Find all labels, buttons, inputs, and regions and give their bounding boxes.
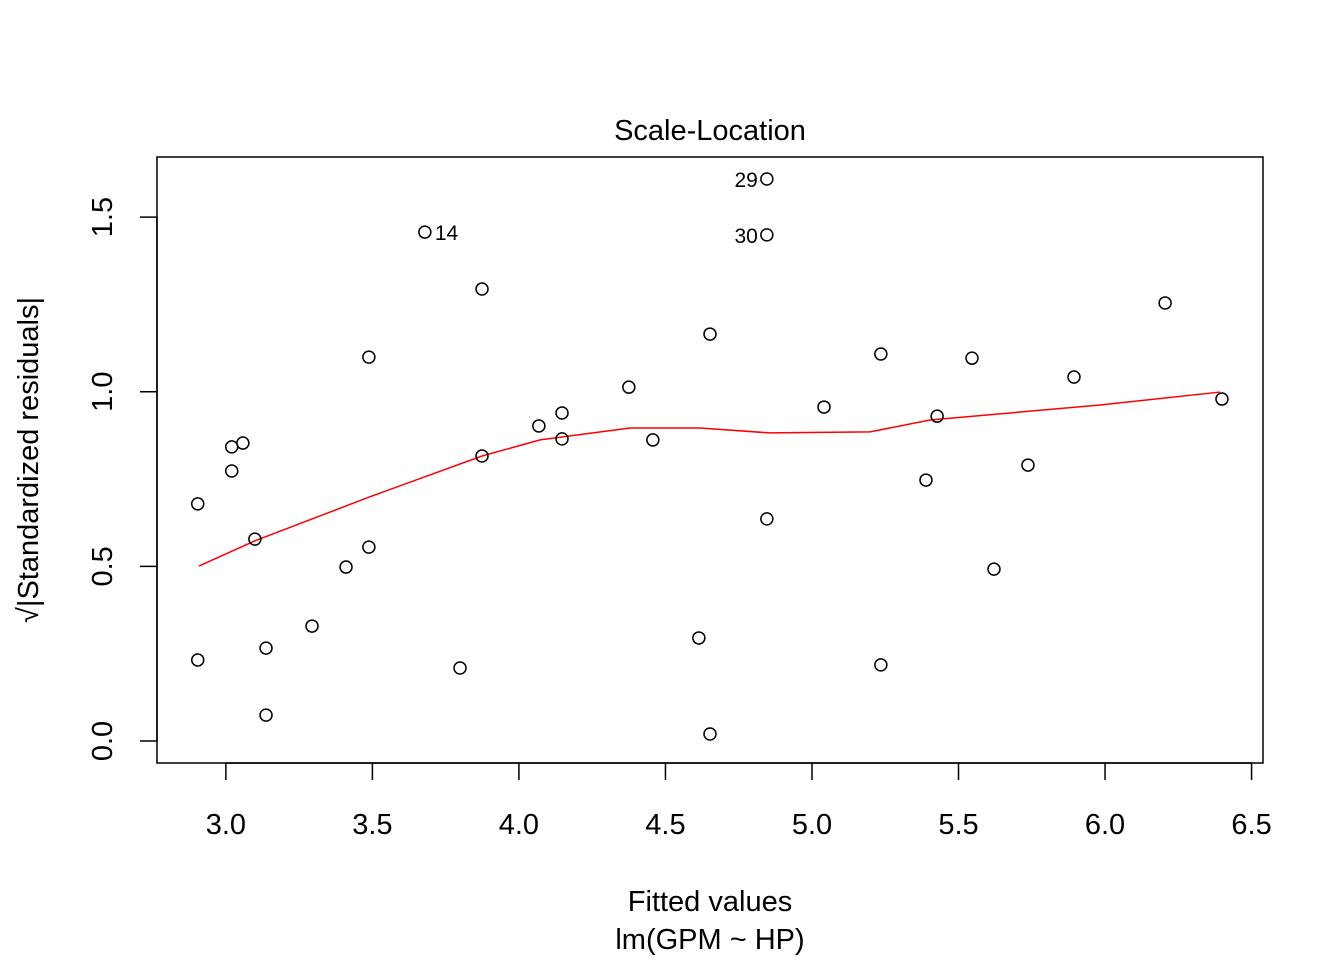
x-axis-label: Fitted values xyxy=(628,886,792,918)
x-tick-label: 5.0 xyxy=(792,809,832,841)
y-tick-label: 1.0 xyxy=(87,372,119,412)
data-point xyxy=(874,658,888,672)
y-tick-label: 0.5 xyxy=(87,546,119,586)
data-point xyxy=(532,419,546,433)
data-point xyxy=(362,540,376,554)
data-point xyxy=(555,406,569,420)
data-point xyxy=(1158,296,1172,310)
data-point xyxy=(555,432,569,446)
data-point xyxy=(1067,370,1081,384)
data-point xyxy=(248,532,262,546)
point-label: 14 xyxy=(435,222,459,245)
data-point xyxy=(339,560,353,574)
data-point xyxy=(930,409,944,423)
data-point xyxy=(703,727,717,741)
data-point xyxy=(418,225,432,239)
data-point xyxy=(760,172,774,186)
data-point xyxy=(760,228,774,242)
data-point xyxy=(190,653,205,667)
point-label: 29 xyxy=(734,169,757,192)
chart-title: Scale-Location xyxy=(614,115,806,147)
data-point xyxy=(362,350,376,364)
data-point xyxy=(1215,392,1229,406)
y-tick-label: 1.5 xyxy=(87,197,119,237)
data-point xyxy=(475,282,489,296)
x-tick-label: 3.5 xyxy=(352,809,392,841)
y-tick-label: 0.0 xyxy=(87,721,119,761)
data-point xyxy=(224,464,239,478)
data-point xyxy=(453,661,467,675)
data-point xyxy=(305,619,319,633)
plot-frame xyxy=(156,156,1264,764)
x-tick-label: 4.5 xyxy=(645,809,685,841)
points: 14 29 30 xyxy=(190,169,1229,741)
smooth-line xyxy=(198,391,1221,567)
x-tick-label: 6.0 xyxy=(1085,809,1125,841)
data-point xyxy=(259,708,273,722)
x-axis-subtitle: lm(GPM ~ HP) xyxy=(615,924,804,956)
data-point xyxy=(622,380,636,394)
data-point xyxy=(919,473,933,487)
data-point xyxy=(817,400,831,414)
data-point xyxy=(987,562,1001,576)
y-axis-label: √|Standardized residuals| xyxy=(13,297,45,623)
point-label: 30 xyxy=(734,225,757,248)
x-tick-label: 3.0 xyxy=(206,809,246,841)
x-axis: 3.0 3.5 4.0 4.5 5.0 5.5 6.0 6.5 xyxy=(206,762,1272,841)
data-point xyxy=(190,497,205,511)
data-point xyxy=(259,641,273,655)
data-point xyxy=(224,440,239,454)
x-tick-label: 6.5 xyxy=(1231,809,1271,841)
data-point xyxy=(646,433,660,447)
x-tick-label: 4.0 xyxy=(499,809,539,841)
data-point xyxy=(874,347,888,361)
data-point xyxy=(760,512,774,526)
data-point xyxy=(475,449,489,463)
data-point xyxy=(703,327,717,341)
y-axis: 0.0 0.5 1.0 1.5 xyxy=(87,197,158,761)
x-tick-label: 5.5 xyxy=(938,809,978,841)
data-point xyxy=(692,631,706,645)
data-point xyxy=(1021,458,1035,472)
data-point xyxy=(236,436,250,450)
data-point xyxy=(965,351,979,365)
